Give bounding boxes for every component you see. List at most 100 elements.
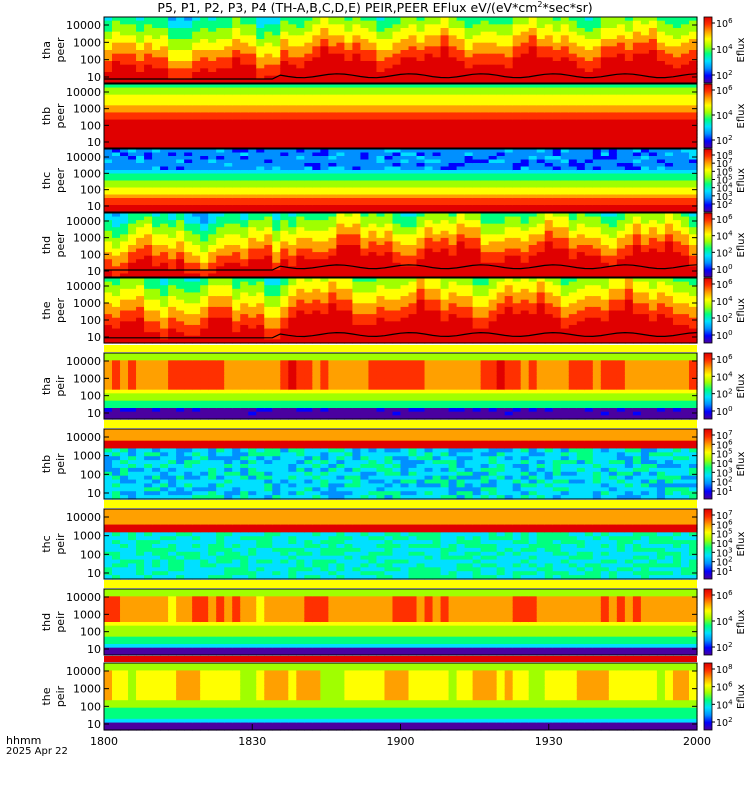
heatmap-cell <box>232 149 241 154</box>
heatmap-cell <box>520 50 530 55</box>
heatmap-cell <box>496 87 506 92</box>
heatmap-cell <box>528 173 538 178</box>
heatmap-cell <box>304 57 313 62</box>
heatmap-cell <box>536 98 546 103</box>
heatmap-cell <box>392 98 402 103</box>
heatmap-cell <box>280 75 289 80</box>
heatmap-cell <box>688 173 698 178</box>
heatmap-cell <box>376 213 386 218</box>
heatmap-cell <box>208 187 217 192</box>
heatmap-cell <box>656 201 666 206</box>
heatmap-cell <box>216 237 225 243</box>
heatmap-cell <box>656 84 666 89</box>
heatmap-cell <box>552 31 562 36</box>
heatmap-cell <box>392 152 402 157</box>
heatmap-cell <box>128 184 137 189</box>
heatmap-cell <box>152 50 161 55</box>
heatmap-cell <box>536 191 546 196</box>
heatmap-cell <box>160 140 169 146</box>
heatmap-cell <box>112 108 121 114</box>
heatmap-cell <box>672 156 682 161</box>
heatmap-cell <box>200 50 209 55</box>
heatmap-cell <box>560 91 570 96</box>
heatmap-cell <box>664 116 674 121</box>
heatmap-cell <box>504 112 514 117</box>
heatmap-cell <box>448 130 458 135</box>
heatmap-cell <box>256 112 265 117</box>
heatmap-cell <box>360 31 370 36</box>
heatmap-cell <box>272 220 281 225</box>
heatmap-cell <box>472 177 482 182</box>
heatmap-cell <box>152 166 161 171</box>
colorbar-tick-label: 104 <box>716 182 733 195</box>
heatmap-cell <box>464 163 474 168</box>
heatmap-cell <box>208 248 217 253</box>
heatmap-cell <box>280 216 289 221</box>
heatmap-cell <box>240 84 249 89</box>
heatmap-cell <box>392 112 402 117</box>
heatmap-cell <box>312 94 321 99</box>
heatmap-cell <box>352 269 362 275</box>
heatmap-cell <box>608 35 618 40</box>
heatmap-cell <box>408 101 418 106</box>
heatmap-cell <box>624 133 634 138</box>
heatmap-cell <box>672 198 682 203</box>
heatmap-cell <box>600 84 610 89</box>
heatmap-cell <box>104 177 113 182</box>
heatmap-cell <box>224 198 233 203</box>
heatmap-cell <box>280 248 289 253</box>
heatmap-cell <box>392 149 402 154</box>
heatmap-cell <box>248 126 257 131</box>
heatmap-cell <box>656 184 666 189</box>
heatmap-cell <box>360 191 370 196</box>
heatmap-cell <box>216 248 225 253</box>
heatmap-cell <box>296 220 305 225</box>
heatmap-cell <box>448 46 458 51</box>
heatmap-cell <box>160 201 169 206</box>
heatmap-cell <box>504 108 514 114</box>
heatmap-cell <box>496 163 506 168</box>
heatmap-cell <box>552 50 562 55</box>
heatmap-cell <box>648 133 658 138</box>
heatmap-cell <box>480 116 490 121</box>
heatmap-cell <box>320 28 329 33</box>
heatmap-cell <box>592 208 602 213</box>
heatmap-cell <box>176 116 185 121</box>
heatmap-cell <box>312 91 321 96</box>
heatmap-cell <box>624 68 634 73</box>
heatmap-cell <box>528 50 538 55</box>
heatmap-cell <box>376 144 386 149</box>
heatmap-cell <box>312 35 321 40</box>
heatmap-cell <box>536 184 546 189</box>
heatmap-cell <box>240 220 249 225</box>
heatmap-cell <box>448 201 458 206</box>
heatmap-cell <box>528 152 538 157</box>
heatmap-cell <box>432 87 442 92</box>
heatmap-cell <box>136 166 145 171</box>
heatmap-cell <box>224 46 233 51</box>
heatmap-cell <box>512 98 522 103</box>
heatmap-cell <box>128 101 137 106</box>
heatmap-cell <box>656 50 666 55</box>
heatmap-cell <box>216 259 225 264</box>
heatmap-cell <box>288 248 297 253</box>
heatmap-cell <box>568 149 578 154</box>
heatmap-cell <box>360 105 370 110</box>
heatmap-cell <box>520 20 530 25</box>
heatmap-cell <box>408 180 418 185</box>
heatmap-cell <box>144 17 153 22</box>
heatmap-cell <box>272 31 281 36</box>
heatmap-cell <box>600 94 610 99</box>
heatmap-cell <box>536 126 546 131</box>
heatmap-cell <box>568 94 578 99</box>
heatmap-cell <box>416 245 426 250</box>
heatmap-cell <box>248 42 257 47</box>
heatmap-cell <box>128 28 137 33</box>
heatmap-cell <box>664 130 674 135</box>
heatmap-cell <box>368 28 378 33</box>
heatmap-cell <box>288 91 297 96</box>
heatmap-cell <box>272 84 281 89</box>
heatmap-cell <box>624 173 634 178</box>
heatmap-cell <box>344 94 354 99</box>
heatmap-cell <box>424 234 434 239</box>
